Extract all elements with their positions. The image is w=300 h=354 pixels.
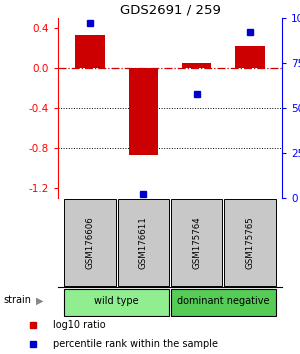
Bar [182,63,211,68]
Text: wild type: wild type [94,296,139,307]
Bar [171,289,276,315]
Text: GSM175765: GSM175765 [245,216,254,269]
Text: strain: strain [3,295,31,305]
Text: GSM176611: GSM176611 [139,216,148,269]
Bar [171,199,222,286]
Bar [64,199,116,286]
Text: ▶: ▶ [36,296,44,306]
Text: GSM176606: GSM176606 [85,216,94,269]
Title: GDS2691 / 259: GDS2691 / 259 [120,4,220,17]
Text: percentile rank within the sample: percentile rank within the sample [53,339,218,349]
Bar [235,46,265,68]
Text: dominant negative: dominant negative [177,296,270,307]
Bar [129,68,158,155]
Text: GSM175764: GSM175764 [192,216,201,269]
Text: log10 ratio: log10 ratio [53,320,106,330]
Bar [64,289,169,315]
Bar [224,199,276,286]
Bar [75,35,105,68]
Bar [118,199,169,286]
